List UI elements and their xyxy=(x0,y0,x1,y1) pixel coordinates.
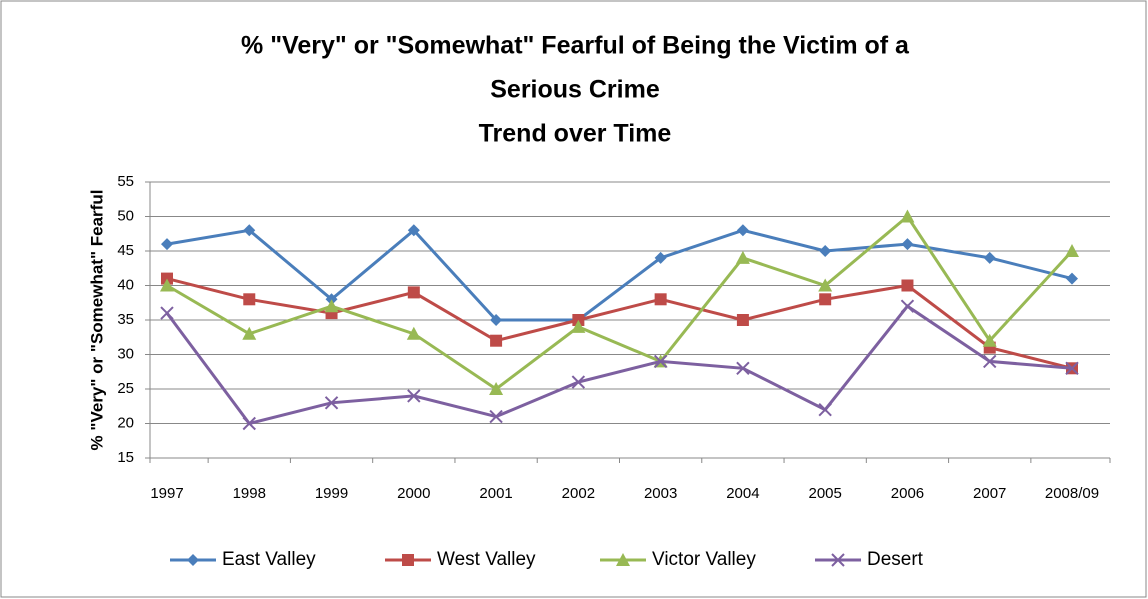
x-tick-label: 2001 xyxy=(479,485,512,502)
marker xyxy=(407,224,420,237)
marker xyxy=(407,389,421,403)
x-tick-label: 1999 xyxy=(315,485,348,502)
marker xyxy=(1065,244,1079,257)
legend-label: East Valley xyxy=(222,549,316,570)
marker xyxy=(1066,272,1078,285)
marker xyxy=(654,251,667,264)
marker xyxy=(161,238,173,251)
marker xyxy=(160,278,174,292)
marker xyxy=(402,554,414,566)
marker xyxy=(818,402,832,417)
legend-label: Desert xyxy=(867,549,924,570)
legend-label: Victor Valley xyxy=(652,549,756,570)
marker xyxy=(819,293,832,306)
marker xyxy=(736,224,749,237)
marker xyxy=(616,553,630,566)
marker xyxy=(406,326,421,340)
x-tick-label: 2007 xyxy=(973,485,1006,502)
marker xyxy=(489,382,504,395)
series-line xyxy=(166,228,1073,322)
marker xyxy=(831,553,845,567)
marker xyxy=(243,293,256,306)
marker xyxy=(242,326,257,340)
x-tick-label: 1997 xyxy=(150,485,183,502)
y-tick-label: 40 xyxy=(117,276,134,293)
marker xyxy=(187,554,199,566)
marker xyxy=(735,250,750,264)
x-tick-label: 2003 xyxy=(644,485,677,502)
marker xyxy=(901,279,914,292)
x-tick-label: 1998 xyxy=(233,485,266,502)
series-line xyxy=(166,214,1074,391)
marker xyxy=(1065,361,1079,376)
x-tick-label: 2008/09 xyxy=(1045,485,1099,502)
marker xyxy=(819,245,832,257)
marker xyxy=(489,409,503,424)
marker xyxy=(243,224,256,237)
marker xyxy=(736,361,750,376)
marker xyxy=(983,251,996,264)
marker xyxy=(324,299,339,313)
marker xyxy=(324,396,339,410)
y-axis-label: % "Very" or "Somewhat" Fearful xyxy=(87,190,106,451)
marker xyxy=(736,314,749,326)
marker xyxy=(654,293,667,306)
marker xyxy=(900,209,915,223)
y-tick-label: 45 xyxy=(117,242,134,259)
legend-label: West Valley xyxy=(437,549,536,570)
y-tick-label: 55 xyxy=(117,173,134,190)
chart-subtitle: Trend over Time xyxy=(479,120,672,148)
y-tick-label: 35 xyxy=(117,311,134,328)
marker xyxy=(818,278,833,292)
x-tick-label: 2002 xyxy=(562,485,595,502)
marker xyxy=(490,334,503,347)
chart-title-line: % "Very" or "Somewhat" Fearful of Being … xyxy=(241,32,910,60)
marker xyxy=(490,314,503,326)
marker xyxy=(571,375,586,389)
marker xyxy=(407,286,420,299)
x-tick-label: 2005 xyxy=(808,485,841,502)
marker xyxy=(571,319,586,333)
y-tick-label: 15 xyxy=(117,449,134,466)
chart-title-line: Serious Crime xyxy=(490,76,660,104)
marker xyxy=(653,354,668,369)
marker xyxy=(900,299,915,313)
series-line xyxy=(165,304,1073,426)
marker xyxy=(982,333,997,347)
y-tick-label: 20 xyxy=(117,414,134,431)
marker xyxy=(983,354,997,369)
marker xyxy=(160,306,174,320)
y-tick-label: 30 xyxy=(117,345,134,362)
y-tick-label: 25 xyxy=(117,380,134,397)
marker xyxy=(901,238,914,251)
x-tick-label: 2006 xyxy=(891,485,924,502)
x-tick-label: 2000 xyxy=(397,485,430,502)
marker xyxy=(242,416,256,431)
y-tick-label: 50 xyxy=(117,207,134,224)
x-tick-label: 2004 xyxy=(726,485,759,502)
